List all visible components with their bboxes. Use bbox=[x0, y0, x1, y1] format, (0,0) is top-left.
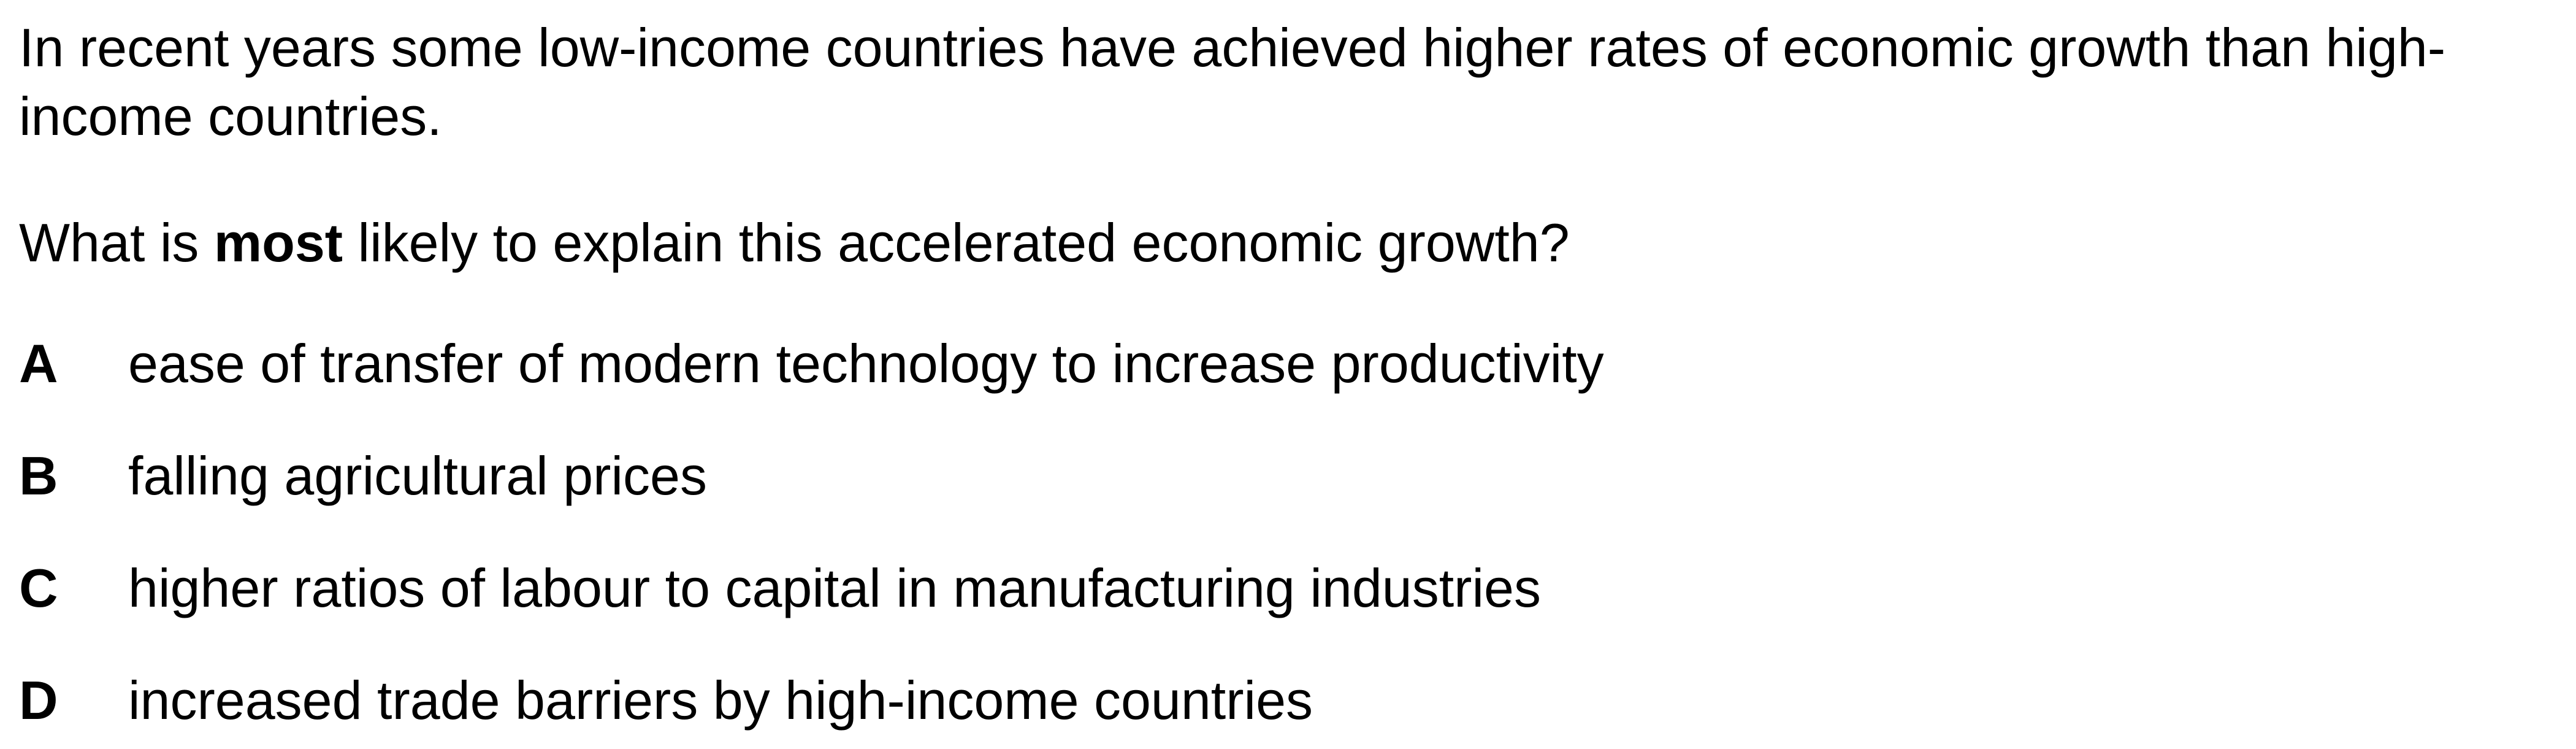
question-prompt-end: likely to explain this accelerated econo… bbox=[343, 212, 1570, 273]
option-text: increased trade barriers by high-income … bbox=[128, 670, 1313, 731]
option-text: higher ratios of labour to capital in ma… bbox=[128, 558, 1541, 618]
option-letter: D bbox=[19, 670, 58, 731]
question-stem: In recent years some low-income countrie… bbox=[19, 17, 2446, 147]
option-letter: A bbox=[19, 333, 58, 394]
option-letter: B bbox=[19, 445, 58, 506]
question-prompt-start: What is bbox=[19, 212, 214, 273]
option-text: falling agricultural prices bbox=[128, 445, 707, 506]
question-prompt: What is most likely to explain this acce… bbox=[19, 209, 1570, 277]
option-letter: C bbox=[19, 558, 58, 618]
question-emphasis: most bbox=[213, 212, 343, 273]
option-text: ease of transfer of modern technology to… bbox=[128, 333, 1604, 394]
